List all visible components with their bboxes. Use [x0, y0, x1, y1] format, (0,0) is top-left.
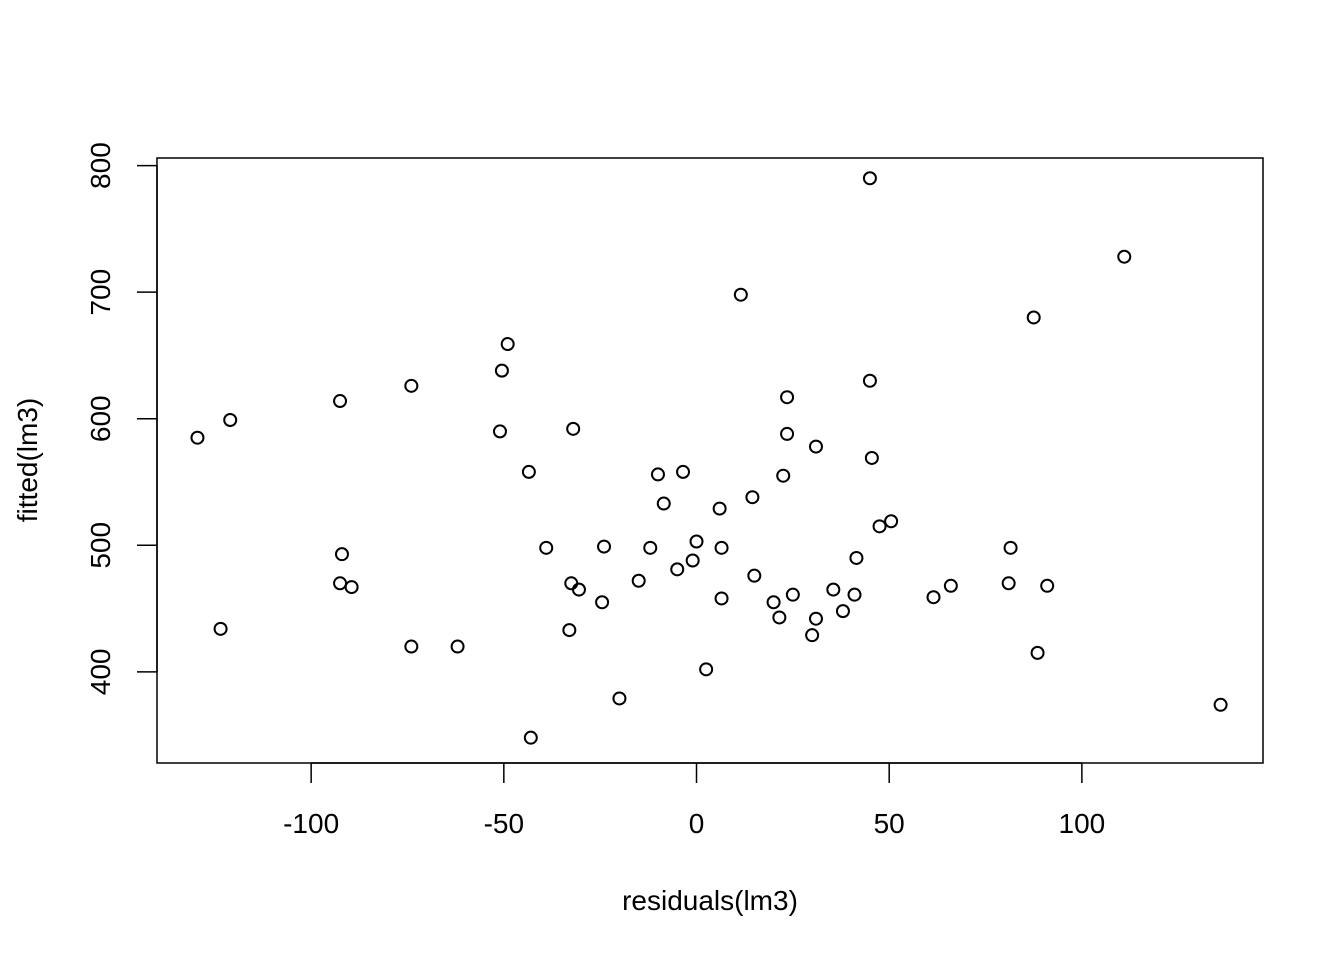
data-point [670, 562, 685, 577]
data-point [223, 412, 238, 427]
data-point [808, 611, 823, 626]
data-point [1026, 310, 1041, 325]
data-point [643, 540, 658, 555]
data-point [689, 534, 704, 549]
data-point [1213, 697, 1228, 712]
y-tick-label: 700 [85, 269, 116, 316]
data-point [566, 421, 581, 436]
x-tick-label: 0 [689, 808, 705, 839]
data-point [344, 580, 359, 595]
data-point [849, 550, 864, 565]
data-point [500, 337, 515, 352]
data-point [712, 501, 727, 516]
data-point [943, 578, 958, 593]
data-point [450, 639, 465, 654]
data-point [714, 540, 729, 555]
y-tick-label: 500 [85, 522, 116, 569]
data-point [785, 587, 800, 602]
data-point [523, 730, 538, 745]
y-tick-label: 400 [85, 649, 116, 696]
data-point [1117, 249, 1132, 264]
data-point [862, 373, 877, 388]
x-tick-label: 100 [1059, 808, 1106, 839]
data-point [808, 439, 823, 454]
data-point [190, 430, 205, 445]
data-point [780, 426, 795, 441]
data-point [595, 595, 610, 610]
plot-frame [156, 157, 1264, 764]
data-point [404, 378, 419, 393]
data-point [847, 587, 862, 602]
data-point [733, 287, 748, 302]
y-tick-label: 600 [85, 395, 116, 442]
y-tick-label: 800 [85, 142, 116, 189]
data-point [864, 450, 879, 465]
data-point [676, 464, 691, 479]
data-point [494, 363, 509, 378]
data-point [872, 519, 887, 534]
data-point [539, 540, 554, 555]
data-point [333, 394, 348, 409]
data-point [333, 576, 348, 591]
data-point [213, 621, 228, 636]
x-tick-label: -50 [484, 808, 524, 839]
x-axis: -100 -50 0 50 100 [283, 762, 1106, 839]
data-point [776, 468, 791, 483]
data-point [631, 573, 646, 588]
data-point [521, 464, 536, 479]
data-point [650, 467, 665, 482]
data-point [780, 390, 795, 405]
data-point [826, 582, 841, 597]
data-point [699, 662, 714, 677]
data-point [884, 514, 899, 529]
x-tick-label: 50 [874, 808, 905, 839]
y-axis: 400 500 600 700 800 [85, 142, 158, 696]
data-point [766, 595, 781, 610]
data-point [656, 496, 671, 511]
data-point [805, 628, 820, 643]
data-point [862, 171, 877, 186]
data-point [597, 539, 612, 554]
data-point [772, 610, 787, 625]
y-axis-label: fitted(lm3) [12, 398, 43, 522]
data-point [564, 576, 579, 591]
data-points [190, 171, 1228, 745]
data-point [685, 553, 700, 568]
data-point [334, 547, 349, 562]
data-point [1003, 540, 1018, 555]
data-point [571, 582, 586, 597]
data-point [747, 568, 762, 583]
x-axis-label: residuals(lm3) [622, 885, 798, 916]
x-tick-label: -100 [283, 808, 339, 839]
data-point [835, 604, 850, 619]
data-point [1040, 578, 1055, 593]
data-point [714, 591, 729, 606]
data-point [492, 424, 507, 439]
data-point [562, 623, 577, 638]
data-point [404, 639, 419, 654]
data-point [1030, 645, 1045, 660]
data-point [1001, 576, 1016, 591]
data-point [745, 490, 760, 505]
data-point [612, 691, 627, 706]
data-point [926, 590, 941, 605]
